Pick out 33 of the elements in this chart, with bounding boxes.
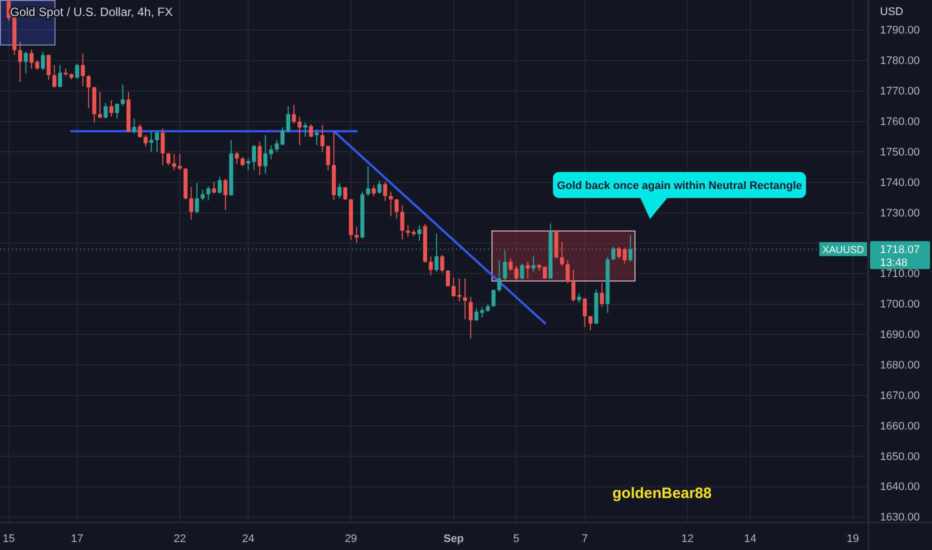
x-tick-label: 7	[582, 532, 588, 545]
x-tick-label: 29	[344, 532, 358, 545]
y-tick-label: 1750.00	[880, 146, 920, 158]
y-axis-title: USD	[880, 6, 904, 18]
x-tick-label: Sep	[444, 532, 464, 545]
x-tick-label: 22	[174, 532, 186, 545]
ref-line-label: XAUUSD	[822, 245, 864, 256]
annotation: goldenBear88	[612, 485, 712, 502]
x-tick-label: 5	[513, 532, 520, 545]
annotation: Gold back once again within Neutral Rectangle	[556, 180, 802, 192]
y-tick-label: 1640.00	[880, 481, 920, 494]
text: 13:48	[880, 257, 908, 270]
x-tick-label: 15	[2, 532, 15, 545]
y-tick-label: 1710.00	[880, 268, 920, 280]
y-tick-label: 1730.00	[880, 207, 920, 220]
x-tick-label: 14	[744, 532, 756, 545]
y-tick-label: 1630.00	[880, 512, 920, 524]
y-tick-label: 1650.00	[880, 450, 920, 463]
y-tick-label: 1660.00	[880, 420, 920, 432]
x-tick-label: 17	[71, 532, 84, 545]
x-tick-label: 12	[681, 532, 694, 545]
y-tick-label: 1790.00	[880, 24, 920, 37]
y-tick-label: 1780.00	[880, 55, 920, 68]
y-tick-label: 1740.00	[880, 176, 920, 189]
x-tick-label: 19	[846, 532, 860, 545]
y-tick-label: 1690.00	[880, 329, 920, 342]
y-tick-label: 1680.00	[880, 359, 920, 372]
x-tick-label: 24	[242, 532, 254, 545]
y-tick-label: 1760.00	[880, 116, 920, 128]
y-tick-label: 1770.00	[880, 86, 920, 98]
y-tick-label: 1670.00	[880, 390, 920, 402]
text: 1718.07	[880, 244, 920, 256]
y-tick-label: 1700.00	[880, 298, 920, 311]
